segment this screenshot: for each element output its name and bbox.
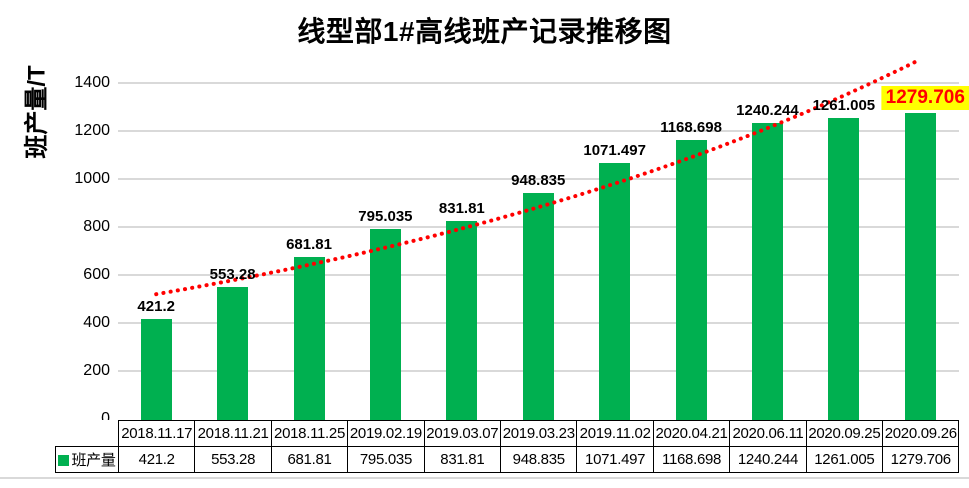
bar-value-label: 1240.244 [736, 101, 799, 119]
bar[interactable] [293, 256, 325, 420]
bar[interactable] [369, 229, 401, 420]
series-swatch-icon [58, 455, 70, 466]
date-cell: 2020.09.26 [882, 420, 960, 447]
y-tick-label: 600 [83, 265, 110, 283]
y-tick-label: 1200 [74, 121, 110, 139]
y-tick-label: 0 [101, 409, 110, 427]
bar-value-label: 795.035 [358, 208, 413, 226]
table-corner-blank [56, 421, 119, 447]
bar[interactable] [828, 117, 860, 420]
series-name: 班产量 [71, 452, 116, 469]
bar-value-label: 1071.497 [583, 142, 646, 160]
y-tick-label: 1000 [74, 169, 110, 187]
value-cell: 1071.497 [576, 446, 654, 473]
bar[interactable] [599, 163, 631, 420]
value-cell: 948.835 [500, 446, 578, 473]
date-cell: 2018.11.21 [194, 420, 272, 447]
y-tick-label: 1400 [74, 74, 110, 91]
bar[interactable] [904, 113, 936, 420]
value-cell: 421.2 [117, 446, 196, 473]
bar[interactable] [751, 122, 783, 420]
bar[interactable] [675, 139, 707, 420]
data-table: 2018.11.17 2018.11.21 2018.11.25 2019.02.19… [55, 420, 960, 473]
chart-title[interactable]: 线型部1#高线班产记录推移图 [297, 16, 672, 47]
value-cell: 795.035 [347, 446, 425, 473]
value-cell: 553.28 [194, 446, 272, 473]
date-cell: 2020.06.11 [729, 420, 807, 447]
bar[interactable] [522, 192, 554, 420]
date-cell: 2019.11.02 [576, 420, 654, 447]
value-cell: 1240.244 [729, 446, 807, 473]
date-cell: 2019.03.23 [500, 420, 578, 447]
date-cell: 2018.11.17 [117, 420, 196, 447]
bar-value-label: 553.28 [209, 266, 256, 284]
gridline [118, 82, 959, 84]
y-tick-label: 800 [83, 217, 110, 235]
y-tick-label: 400 [83, 313, 110, 331]
bar-value-label: 681.81 [286, 235, 332, 253]
date-cell: 2019.03.07 [423, 420, 502, 447]
chart-bottom-border [0, 477, 969, 479]
value-cell: 1279.706 [882, 446, 960, 473]
value-cell: 1168.698 [652, 446, 731, 473]
bar-value-label: 831.81 [438, 199, 485, 217]
y-tick-label: 200 [83, 361, 110, 379]
date-cell: 2019.02.19 [347, 420, 425, 447]
bar[interactable] [446, 220, 478, 420]
date-cell: 2018.11.25 [270, 420, 349, 447]
date-cell: 2020.09.25 [805, 420, 884, 447]
legend-cell: 班产量 [55, 446, 119, 473]
bar-value-label: 421.2 [137, 298, 175, 316]
value-cell: 1261.005 [805, 446, 884, 473]
value-cell: 831.81 [423, 446, 502, 473]
value-cell: 681.81 [270, 446, 349, 473]
bar-value-label: 1168.698 [660, 118, 722, 136]
bar[interactable] [217, 287, 249, 420]
bar-value-label: 1261.005 [812, 96, 876, 114]
bar[interactable] [140, 319, 172, 420]
date-cell: 2020.04.21 [652, 420, 731, 447]
bar-value-label: 1279.706 [881, 86, 969, 111]
bar-value-label: 948.835 [511, 171, 566, 189]
